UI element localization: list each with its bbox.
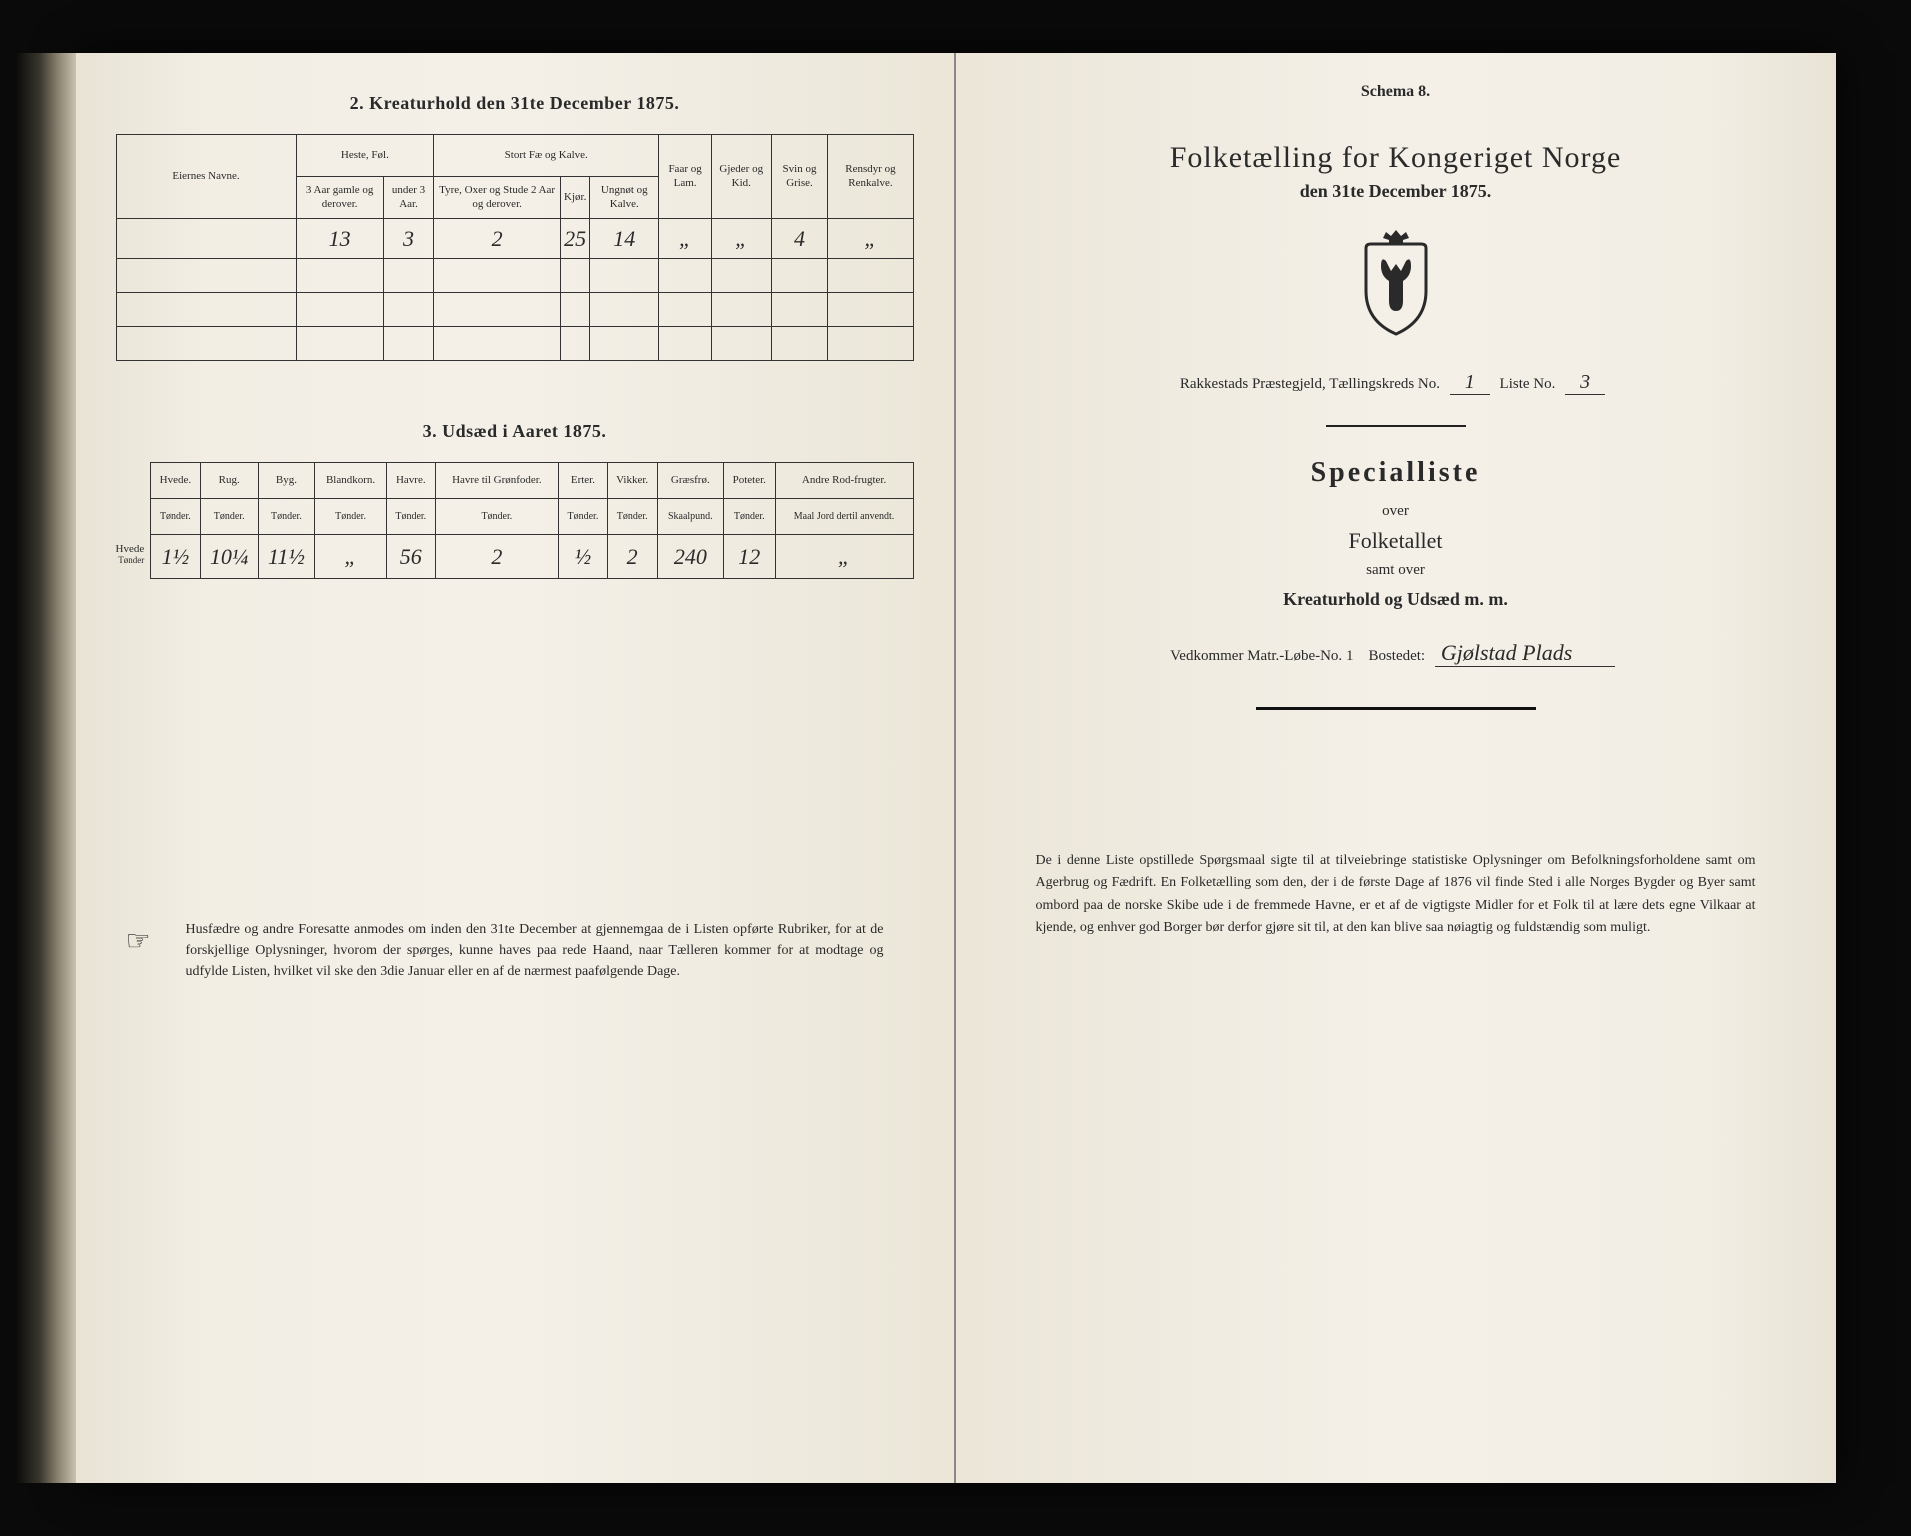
pointing-hand-icon: ☞	[126, 921, 151, 963]
liste-no: 3	[1565, 371, 1605, 395]
col-heste-b: under 3 Aar.	[383, 177, 433, 219]
cell: 4	[771, 219, 828, 259]
col-sub: Tønder.	[435, 499, 559, 535]
table-row	[116, 327, 913, 361]
cell: 2	[434, 219, 561, 259]
udsaed-table: Hvede. Rug. Byg. Blandkorn. Havre. Havre…	[150, 462, 913, 579]
cell: 1½	[151, 535, 200, 579]
col-stort-b: Kjør.	[561, 177, 590, 219]
cell: 14	[590, 219, 659, 259]
coat-of-arms-icon	[996, 226, 1796, 341]
cell: 3	[383, 219, 433, 259]
left-page: 2. Kreaturhold den 31te December 1875. E…	[76, 53, 956, 1483]
table-row	[116, 293, 913, 327]
col-rensdyr: Rensdyr og Renkalve.	[828, 135, 913, 219]
col: Byg.	[258, 463, 314, 499]
census-book: 2. Kreaturhold den 31te December 1875. E…	[76, 53, 1836, 1483]
cell: 56	[387, 535, 435, 579]
matr-no: 1	[1346, 648, 1354, 664]
cell: 25	[561, 219, 590, 259]
col: Andre Rod-frugter.	[775, 463, 913, 499]
sub-title: den 31te December 1875.	[996, 181, 1796, 202]
col: Poteter.	[723, 463, 775, 499]
bostedet-value: Gjølstad Plads	[1435, 640, 1615, 667]
col: Havre til Grønfoder.	[435, 463, 559, 499]
col-svin: Svin og Grise.	[771, 135, 828, 219]
book-spine	[16, 53, 76, 1483]
spec-over: over	[996, 503, 1796, 520]
col: Rug.	[200, 463, 258, 499]
cell: 2	[607, 535, 657, 579]
cell: „	[659, 219, 712, 259]
col: Erter.	[559, 463, 607, 499]
col-sub: Tønder.	[723, 499, 775, 535]
col-faar: Faar og Lam.	[659, 135, 712, 219]
cell: „	[711, 219, 771, 259]
cell: 12	[723, 535, 775, 579]
cell: 13	[296, 219, 383, 259]
col-sub: Tønder.	[559, 499, 607, 535]
cell: ½	[559, 535, 607, 579]
spec-folketallet: Folketallet	[996, 528, 1796, 554]
cell	[116, 219, 296, 259]
footnote-text: Husfædre og andre Foresatte anmodes om i…	[186, 922, 884, 979]
col-sub: Tønder.	[607, 499, 657, 535]
cell: 11½	[258, 535, 314, 579]
section-3-title: 3. Udsæd i Aaret 1875.	[116, 421, 914, 442]
col: Havre.	[387, 463, 435, 499]
col-stort-c: Ungnøt og Kalve.	[590, 177, 659, 219]
right-page: Schema 8. Folketælling for Kongeriget No…	[956, 53, 1836, 1483]
col-heste-a: 3 Aar gamle og derover.	[296, 177, 383, 219]
cell: 2	[435, 535, 559, 579]
schema-label: Schema 8.	[996, 83, 1796, 101]
cell: 10¼	[200, 535, 258, 579]
matr-label: Vedkommer Matr.-Løbe-No.	[1170, 648, 1342, 664]
kreaturhold-table: Eiernes Navne. Heste, Føl. Stort Fæ og K…	[116, 134, 914, 361]
footnote: ☞ Husfædre og andre Foresatte anmodes om…	[116, 919, 914, 982]
col-sub: Tønder.	[258, 499, 314, 535]
main-title: Folketælling for Kongeriget Norge	[996, 141, 1796, 175]
col-sub: Tønder.	[151, 499, 200, 535]
cell: „	[775, 535, 913, 579]
col-eier: Eiernes Navne.	[116, 135, 296, 219]
meta-line: Rakkestads Præstegjeld, Tællingskreds No…	[996, 371, 1796, 395]
col-sub: Skaalpund.	[657, 499, 723, 535]
col-gjeder: Gjeder og Kid.	[711, 135, 771, 219]
col-sub: Tønder.	[200, 499, 258, 535]
col: Vikker.	[607, 463, 657, 499]
spec-kreatur: Kreaturhold og Udsæd m. m.	[996, 589, 1796, 610]
table-row: 13 3 2 25 14 „ „ 4 „	[116, 219, 913, 259]
col: Blandkorn.	[315, 463, 387, 499]
prestegjeld-label: Rakkestads Præstegjeld, Tællingskreds No…	[1180, 376, 1440, 392]
col-heste-group: Heste, Føl.	[296, 135, 434, 177]
col-sub: Maal Jord dertil anvendt.	[775, 499, 913, 535]
col-stort-a: Tyre, Oxer og Stude 2 Aar og derover.	[434, 177, 561, 219]
left-stub: Hvede Tønder	[116, 543, 151, 579]
table-row: 1½ 10¼ 11½ „ 56 2 ½ 2 240 12 „	[151, 535, 913, 579]
cell: 240	[657, 535, 723, 579]
table-row	[116, 259, 913, 293]
big-divider	[1256, 707, 1536, 710]
col-sub: Tønder.	[315, 499, 387, 535]
cell: „	[315, 535, 387, 579]
spec-samt: samt over	[996, 562, 1796, 579]
col: Græsfrø.	[657, 463, 723, 499]
bostedet-label: Bostedet:	[1368, 648, 1425, 664]
kreds-no: 1	[1450, 371, 1490, 395]
section-2-title: 2. Kreaturhold den 31te December 1875.	[116, 93, 914, 114]
col: Hvede.	[151, 463, 200, 499]
body-paragraph: De i denne Liste opstillede Spørgsmaal s…	[996, 850, 1796, 940]
specialliste-title: Specialliste	[996, 457, 1796, 489]
cell: „	[828, 219, 913, 259]
col-stort-group: Stort Fæ og Kalve.	[434, 135, 659, 177]
liste-label: Liste No.	[1500, 376, 1556, 392]
bostedet-line: Vedkommer Matr.-Løbe-No. 1 Bostedet: Gjø…	[996, 640, 1796, 667]
divider	[1326, 425, 1466, 427]
col-sub: Tønder.	[387, 499, 435, 535]
